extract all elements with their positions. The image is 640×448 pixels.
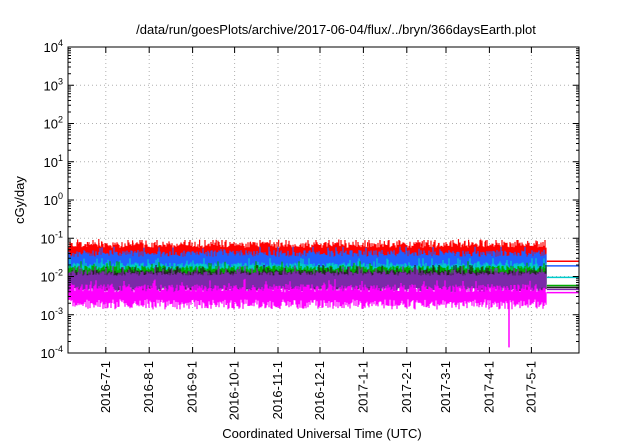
y-tick-label: 10-3 xyxy=(41,306,63,323)
y-tick-label: 100 xyxy=(44,191,63,208)
y-tick-label: 101 xyxy=(44,153,63,170)
x-tick-label: 2017-4-1 xyxy=(481,361,496,413)
x-tick-label: 2017-5-1 xyxy=(523,361,538,413)
x-tick-label: 2016-9-1 xyxy=(185,361,200,413)
x-tick-label: 2016-10-1 xyxy=(227,361,242,420)
x-tick-label: 2017-1-1 xyxy=(355,361,370,413)
y-tick-label: 10-2 xyxy=(41,268,63,285)
y-tick-label: 10-1 xyxy=(41,229,63,246)
x-axis-label: Coordinated Universal Time (UTC) xyxy=(222,426,421,441)
y-tick-label: 102 xyxy=(44,115,63,132)
y-tick-label: 10-4 xyxy=(41,344,63,361)
series-band xyxy=(68,278,547,310)
chart-title: /data/run/goesPlots/archive/2017-06-04/f… xyxy=(136,22,536,37)
x-tick-label: 2016-12-1 xyxy=(312,361,327,420)
data-series xyxy=(68,238,579,348)
y-tick-label: 103 xyxy=(44,76,63,93)
grid-lines xyxy=(68,47,579,353)
axis-ticks: 10-4 10-3 10-2 10-1 100 101 102 103 104 2016-7-1 2… xyxy=(41,38,579,420)
x-tick-label: 2017-3-1 xyxy=(438,361,453,413)
x-tick-label: 2016-7-1 xyxy=(98,361,113,413)
x-tick-label: 2016-11-1 xyxy=(270,361,285,419)
y-tick-label: 104 xyxy=(44,38,63,55)
x-tick-label: 2016-8-1 xyxy=(141,361,156,413)
y-axis-label: cGy/day xyxy=(12,176,27,224)
x-tick-label: 2017-2-1 xyxy=(399,361,414,413)
